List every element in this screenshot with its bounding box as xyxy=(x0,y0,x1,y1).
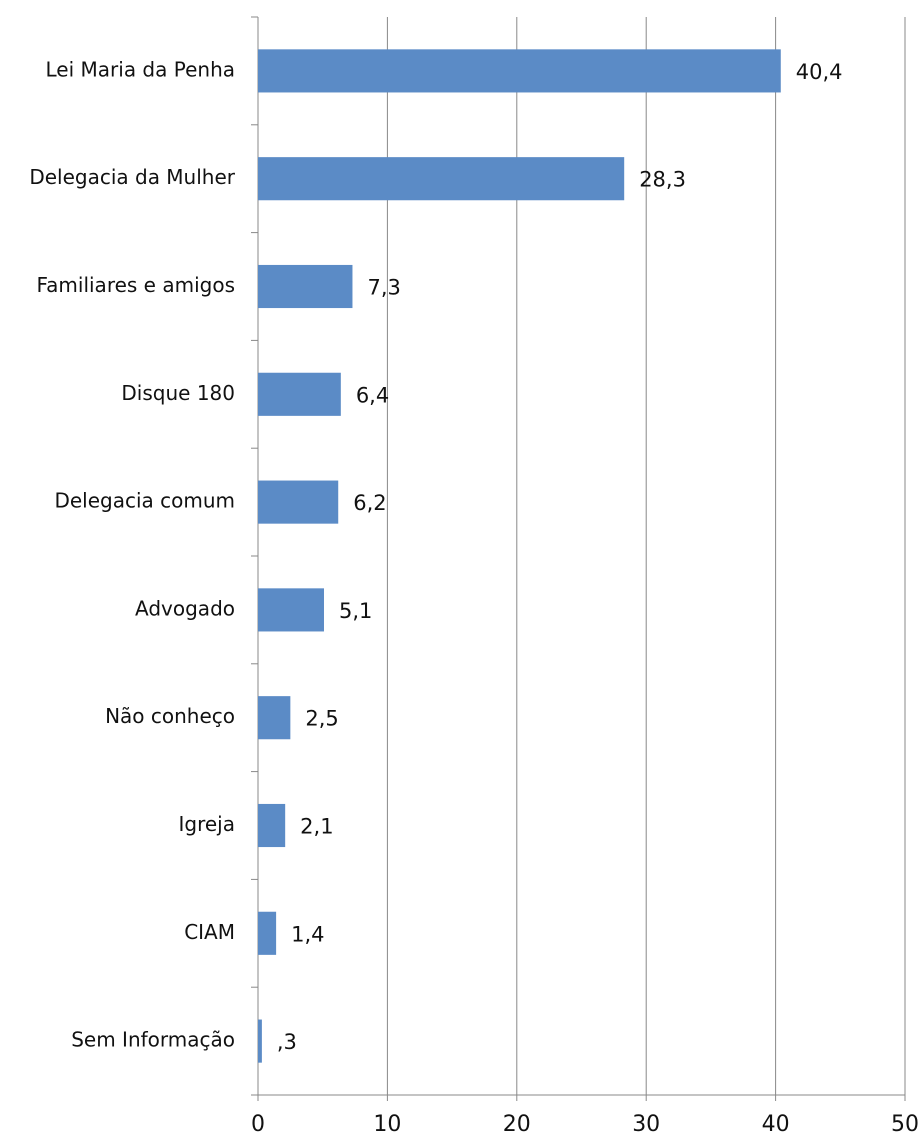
bar xyxy=(258,803,286,848)
bar xyxy=(258,588,324,632)
y-tick-label: Não conheço xyxy=(105,704,235,728)
value-label: 6,2 xyxy=(353,491,386,515)
value-label: 40,4 xyxy=(796,60,843,84)
y-tick-label: Lei Maria da Penha xyxy=(46,57,235,81)
x-tick-label: 10 xyxy=(373,1112,401,1137)
value-label: 7,3 xyxy=(367,276,400,300)
value-label: 5,1 xyxy=(339,599,372,623)
x-tick-label: 30 xyxy=(632,1112,660,1137)
y-tick-label: Igreja xyxy=(179,812,236,836)
value-label: 2,1 xyxy=(300,815,333,839)
y-tick-label: Delegacia da Mulher xyxy=(29,165,235,189)
bar xyxy=(258,264,353,309)
bar xyxy=(258,696,291,740)
x-tick-label: 40 xyxy=(762,1112,790,1137)
x-tick-label: 0 xyxy=(251,1112,265,1137)
value-label: 1,4 xyxy=(291,922,324,946)
value-label: 28,3 xyxy=(639,168,686,192)
y-tick-label: CIAM xyxy=(184,920,235,944)
y-tick-label: Sem Informação xyxy=(71,1028,235,1052)
bar xyxy=(258,911,277,955)
bar xyxy=(258,49,781,93)
value-label: 2,5 xyxy=(305,707,338,731)
value-label: ,3 xyxy=(277,1030,297,1054)
x-tick-label: 50 xyxy=(891,1112,919,1137)
y-tick-label: Advogado xyxy=(135,596,235,620)
bar xyxy=(258,480,339,524)
y-tick-label: Delegacia comum xyxy=(54,489,235,513)
bar xyxy=(258,157,625,201)
value-label: 6,4 xyxy=(356,383,389,407)
y-tick-label: Familiares e amigos xyxy=(36,273,235,297)
y-tick-label: Disque 180 xyxy=(121,381,235,405)
x-tick-label: 20 xyxy=(503,1112,531,1137)
bar xyxy=(258,372,341,416)
bar xyxy=(258,1019,262,1063)
